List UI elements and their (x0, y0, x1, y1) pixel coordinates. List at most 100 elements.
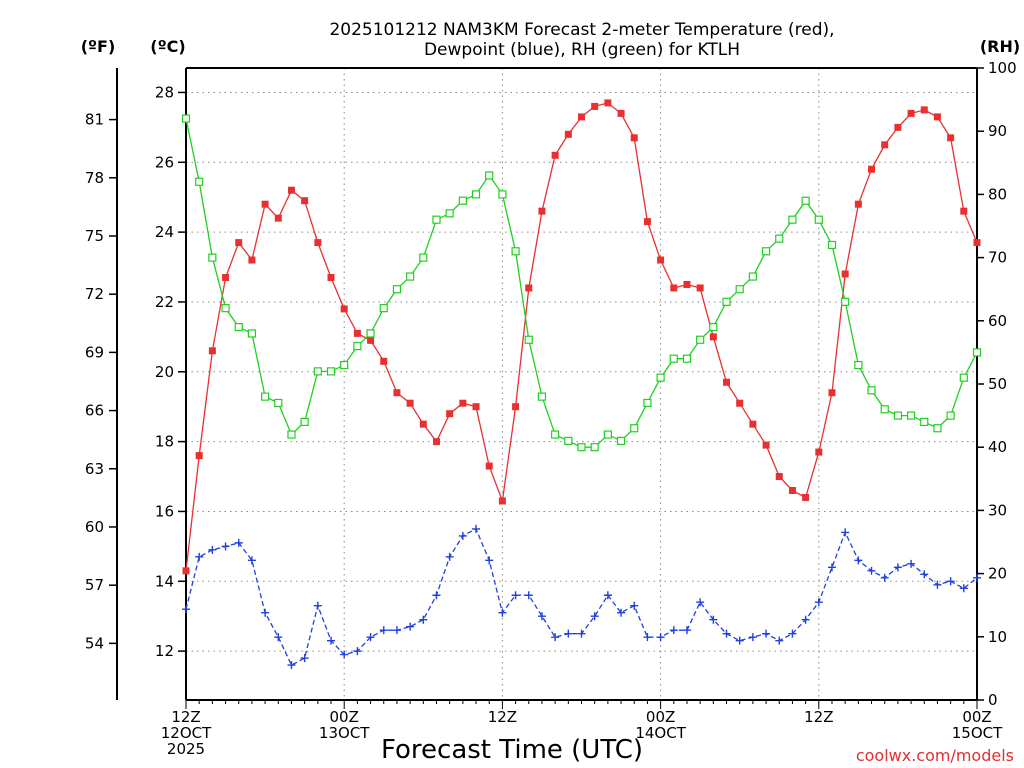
fahrenheit-tick-label-5: 69 (85, 343, 104, 361)
relative-humidity-point-0 (181, 114, 191, 123)
chart-axes (109, 67, 984, 709)
rh-tick-label-1: 10 (988, 628, 1007, 646)
rh-tick-label-10: 100 (988, 59, 1017, 77)
dewpoint-point-31 (590, 612, 599, 621)
temperature-point-11 (327, 274, 335, 282)
relative-humidity-point-30 (577, 443, 586, 452)
relative-humidity-point-14 (366, 329, 375, 338)
relative-humidity-point-49 (827, 240, 837, 250)
relative-humidity-point-51 (854, 360, 863, 370)
dewpoint-point-39 (696, 598, 705, 607)
rh-tick-label-9: 90 (988, 122, 1007, 140)
fahrenheit-tick-label-4: 66 (85, 402, 104, 420)
temperature-point-2 (208, 347, 216, 355)
relative-humidity-point-11 (326, 367, 336, 376)
relative-humidity-point-33 (616, 436, 626, 445)
relative-humidity-point-54 (893, 411, 903, 420)
temperature-point-17 (406, 399, 414, 407)
temperature-point-55 (907, 109, 915, 117)
temperature-point-23 (485, 462, 493, 470)
temperature-point-39 (696, 284, 704, 292)
x-tick-label-0-1: 12OCT (161, 724, 212, 742)
dewpoint-point-43 (748, 633, 757, 642)
grid-lines (186, 68, 977, 700)
temperature-point-24 (498, 497, 506, 505)
x-tick-label-2-0: 12Z (488, 708, 517, 726)
dewpoint-point-3 (221, 542, 230, 551)
dewpoint-point-58 (946, 577, 955, 586)
temperature-point-36 (657, 256, 665, 264)
temperature-point-34 (630, 134, 638, 142)
dewpoint-point-6 (261, 608, 270, 617)
celsius-tick-label-1: 14 (155, 572, 174, 590)
temperature-point-16 (393, 389, 401, 397)
temperature-point-59 (960, 207, 968, 215)
temperature-point-42 (736, 399, 744, 407)
relative-humidity-point-19 (432, 215, 441, 224)
relative-humidity-point-21 (458, 196, 467, 205)
dewpoint-point-33 (617, 608, 626, 617)
relative-humidity-point-29 (564, 436, 573, 445)
dewpoint-point-15 (379, 626, 388, 635)
relative-humidity-point-47 (801, 196, 810, 205)
temperature-point-28 (551, 151, 559, 159)
fahrenheit-tick-label-0: 54 (85, 634, 104, 652)
relative-humidity-point-15 (379, 304, 388, 313)
temperature-point-38 (683, 280, 691, 288)
x-tick-label-0-0: 12Z (171, 708, 200, 726)
dewpoint-point-26 (524, 591, 533, 600)
rh-tick-label-3: 30 (988, 501, 1007, 519)
relative-humidity-point-34 (630, 424, 639, 433)
relative-humidity-point-27 (537, 392, 547, 401)
celsius-tick-label-6: 24 (155, 223, 174, 241)
dewpoint-point-13 (353, 647, 362, 656)
tick-labels: 12 14 16 18 20 22 24 26 28 54 57 60 63 66 69 72 75 78 81 0 1… (85, 59, 1017, 758)
dewpoint-point-24 (498, 608, 507, 617)
dewpoint-point-55 (907, 559, 916, 568)
temperature-point-19 (432, 438, 440, 446)
temperature-point-1 (195, 452, 203, 460)
relative-humidity-point-40 (709, 323, 718, 332)
relative-humidity-point-59 (959, 373, 968, 382)
dewpoint-point-42 (735, 636, 744, 645)
temperature-point-57 (933, 113, 941, 121)
dewpoint-point-56 (920, 570, 929, 579)
temperature-point-30 (578, 113, 585, 121)
temperature-point-46 (788, 486, 796, 494)
dewpoint-point-54 (893, 563, 902, 572)
x-tick-label-1-1: 13OCT (319, 724, 370, 742)
temperature-point-47 (802, 493, 810, 501)
dewpoint-point-4 (234, 538, 243, 547)
fahrenheit-tick-label-6: 72 (85, 285, 104, 303)
relative-humidity-point-18 (419, 253, 428, 262)
dewpoint-point-29 (564, 629, 573, 638)
x-tick-label-5-0: 00Z (962, 708, 991, 726)
fahrenheit-tick-label-8: 78 (85, 169, 104, 187)
temperature-point-49 (828, 389, 836, 397)
temperature-point-44 (762, 441, 770, 449)
temperature-markers (182, 99, 981, 575)
relative-humidity-point-5 (247, 329, 257, 338)
temperature-point-31 (591, 102, 599, 110)
dewpoint-point-41 (722, 629, 731, 638)
temperature-point-12 (340, 305, 348, 313)
relative-humidity-point-22 (471, 190, 481, 199)
temperature-point-37 (670, 284, 678, 292)
x-tick-label-0-2: 2025 (167, 740, 205, 758)
relative-humidity-point-45 (775, 234, 784, 243)
dewpoint-point-32 (603, 591, 612, 600)
dewpoint-point-10 (313, 601, 322, 610)
dewpoint-point-25 (511, 591, 520, 600)
relative-humidity-point-4 (234, 323, 243, 332)
celsius-tick-label-8: 28 (155, 83, 174, 101)
relative-humidity-point-35 (643, 398, 652, 408)
dewpoint-point-9 (300, 654, 309, 663)
dewpoint-point-51 (854, 556, 863, 565)
relative-humidity-point-20 (445, 209, 454, 218)
temperature-point-8 (287, 186, 295, 194)
dewpoint-point-38 (682, 626, 691, 635)
fahrenheit-unit-label: (ºF) (81, 37, 116, 56)
relative-humidity-point-50 (841, 297, 850, 306)
x-tick-label-1-0: 00Z (330, 708, 359, 726)
temperature-point-35 (643, 218, 651, 226)
